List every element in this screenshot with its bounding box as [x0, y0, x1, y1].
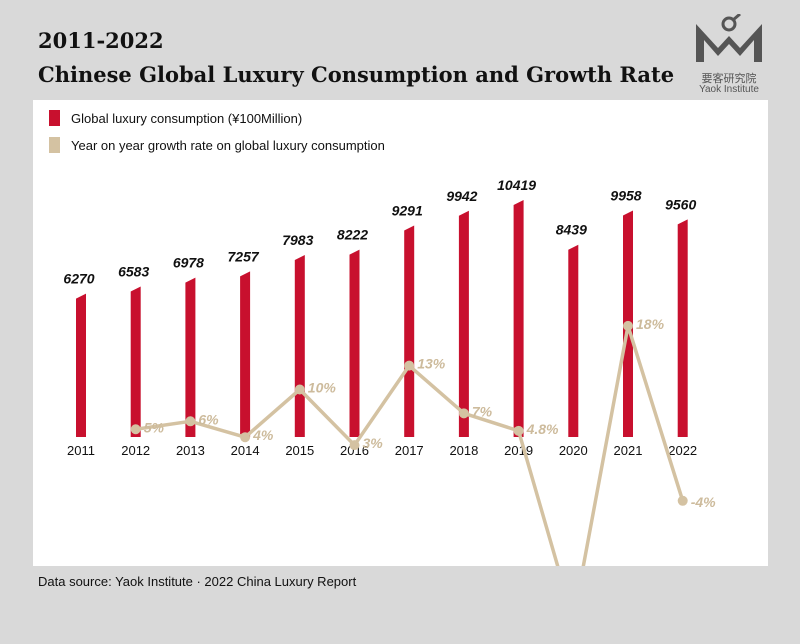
growth-value-label-2017: 13%	[417, 356, 446, 372]
growth-point-2022	[677, 495, 688, 506]
bar-value-label-2020: 8439	[556, 222, 587, 238]
legend: Global luxury consumption (¥100Million) …	[49, 110, 385, 153]
growth-value-label-2022: -4%	[691, 494, 716, 510]
growth-point-2015	[294, 384, 305, 395]
bar-2013	[185, 277, 196, 437]
growth-value-label-2015: 10%	[308, 380, 337, 396]
growth-point-2017	[404, 360, 415, 371]
bar-value-label-2012: 6583	[118, 264, 149, 280]
bar-2020	[568, 244, 579, 437]
bar-2017	[404, 225, 415, 437]
chart-title: Chinese Global Luxury Consumption and Gr…	[38, 62, 675, 87]
bar-value-label-2018: 9942	[446, 188, 477, 204]
chart-panel: Global luxury consumption (¥100Million) …	[33, 100, 768, 566]
growth-point-2013	[185, 416, 196, 427]
bar-value-label-2016: 8222	[337, 227, 368, 243]
bar-2016	[349, 249, 360, 437]
growth-value-label-2021: 18%	[636, 316, 665, 332]
x-tick-label-2018: 2018	[449, 443, 478, 458]
bar-value-label-2022: 9560	[665, 196, 696, 212]
bar-value-label-2017: 9291	[392, 202, 423, 218]
growth-point-2021	[623, 320, 633, 331]
x-tick-label-2015: 2015	[285, 443, 314, 458]
bar-2015	[294, 254, 305, 437]
legend-swatch-consumption	[49, 110, 60, 126]
bar-value-label-2015: 7983	[282, 232, 313, 248]
bar-2014	[240, 271, 251, 437]
bar-label-group: 6270 6583 6978 7257 7983 8222 9291 9942 10419 843…	[63, 177, 696, 287]
x-tick-label-2017: 2017	[395, 443, 424, 458]
logo-text-cn: 要客研究院	[701, 72, 757, 85]
chart-svg: Global luxury consumption (¥100Million) …	[49, 110, 716, 566]
bar-2019	[513, 200, 524, 437]
growth-point-2019	[513, 425, 524, 436]
x-tick-label-2012: 2012	[121, 443, 150, 458]
growth-value-label-2018: 7%	[472, 403, 493, 419]
growth-value-label-2014: 4%	[252, 427, 274, 443]
growth-line-group: 5%6%4%10%3%13%7%4.8%-19%18%-4%	[130, 316, 716, 566]
bar-2022	[677, 219, 688, 437]
bar-2012	[130, 286, 141, 437]
x-tick-label-2011: 2011	[67, 443, 95, 458]
x-tick-label-2022: 2022	[668, 443, 697, 458]
x-tick-label-2021: 2021	[614, 443, 643, 458]
growth-point-2012	[130, 424, 141, 435]
legend-label-consumption: Global luxury consumption (¥100Million)	[71, 111, 302, 126]
yaok-logo-icon	[696, 14, 762, 62]
bar-2018	[458, 210, 469, 437]
growth-point-2016	[349, 440, 360, 451]
chart-title-years: 2011-2022	[38, 28, 164, 53]
growth-point-2014	[240, 432, 251, 443]
yaok-logo: 要客研究院 Yaok Institute	[684, 14, 774, 96]
x-tick-label-2014: 2014	[231, 443, 260, 458]
bar-value-label-2013: 6978	[173, 255, 204, 271]
x-tick-label-2020: 2020	[559, 443, 588, 458]
data-source: Data source: Yaok Institute · 2022 China…	[38, 574, 357, 589]
growth-value-label-2012: 5%	[144, 419, 165, 435]
x-tick-label-2019: 2019	[504, 443, 533, 458]
growth-point-2018	[458, 408, 469, 419]
bar-2011	[76, 293, 86, 437]
x-tick-label-2013: 2013	[176, 443, 205, 458]
x-tick-group: 2011 2012 2013 2014 2015 2016 2017 2018 2019 2020…	[67, 443, 697, 458]
bar-value-label-2011: 6270	[63, 271, 94, 287]
bar-value-label-2019: 10419	[497, 177, 536, 193]
x-tick-label-2016: 2016	[340, 443, 369, 458]
growth-value-label-2013: 6%	[198, 411, 219, 427]
bar-group	[76, 200, 688, 437]
bar-value-label-2021: 9958	[610, 187, 641, 203]
legend-label-growth: Year on year growth rate on global luxur…	[71, 138, 385, 153]
growth-value-label-2019: 4.8%	[526, 421, 559, 437]
logo-text-en: Yaok Institute	[699, 84, 759, 95]
bar-value-label-2014: 7257	[228, 248, 260, 264]
growth-value-label-2016: 3%	[363, 435, 384, 451]
legend-swatch-growth	[49, 137, 60, 153]
